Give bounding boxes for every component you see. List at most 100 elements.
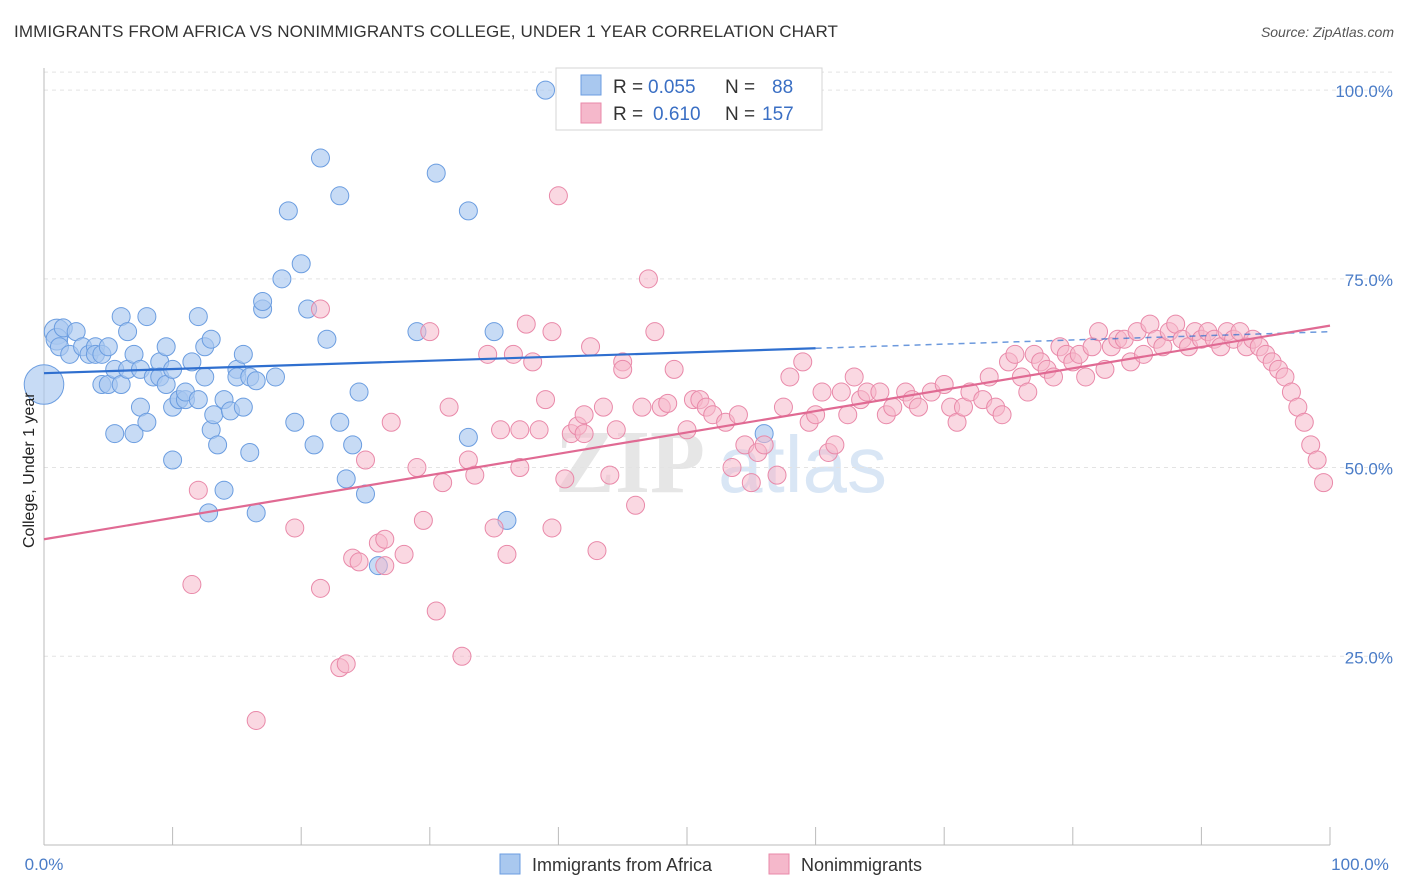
point-1-48 bbox=[606, 420, 626, 440]
trend-line-immigrants-extension bbox=[815, 330, 1331, 350]
point-1-27 bbox=[491, 420, 511, 440]
point-1-70 bbox=[767, 465, 787, 485]
point-1-86 bbox=[883, 397, 903, 417]
point-1-80 bbox=[838, 405, 858, 425]
point-1-38 bbox=[548, 186, 568, 206]
point-1-79 bbox=[831, 382, 851, 402]
series-legend: Immigrants from Africa Nonimmigrants bbox=[499, 853, 922, 875]
point-1-42 bbox=[574, 405, 594, 425]
point-0-74 bbox=[343, 435, 363, 455]
point-1-10 bbox=[356, 450, 375, 470]
point-1-101 bbox=[1005, 344, 1025, 364]
point-1-103 bbox=[1018, 382, 1038, 402]
legend-swatch-pink bbox=[580, 102, 602, 124]
point-1-115 bbox=[1095, 359, 1115, 379]
point-1-25 bbox=[478, 344, 498, 364]
point-1-30 bbox=[510, 420, 530, 440]
point-0-59 bbox=[246, 503, 266, 523]
x-tick-label-end: 100.0% bbox=[1331, 855, 1389, 874]
point-0-55 bbox=[233, 397, 253, 417]
point-1-5 bbox=[310, 578, 330, 598]
point-1-1 bbox=[188, 480, 208, 500]
point-0-82 bbox=[484, 322, 504, 342]
point-1-37 bbox=[542, 518, 562, 538]
axes: 0.0% 100.0% bbox=[25, 68, 1389, 874]
point-1-3 bbox=[285, 518, 305, 538]
point-1-15 bbox=[394, 544, 414, 564]
point-1-24 bbox=[465, 465, 485, 485]
point-1-17 bbox=[413, 510, 433, 530]
point-1-69 bbox=[754, 435, 774, 455]
point-0-75 bbox=[349, 382, 369, 402]
legend-r-label-2: R = bbox=[613, 104, 643, 125]
trend-line-immigrants bbox=[43, 347, 816, 375]
point-1-99 bbox=[992, 405, 1012, 425]
point-1-72 bbox=[780, 367, 800, 387]
point-0-54 bbox=[233, 344, 253, 364]
data-points bbox=[23, 80, 1334, 730]
point-0-0 bbox=[23, 364, 65, 405]
point-1-28 bbox=[497, 544, 517, 564]
x-tick-label-start: 0.0% bbox=[25, 855, 64, 874]
point-0-39 bbox=[182, 352, 202, 372]
point-1-57 bbox=[664, 359, 684, 379]
point-1-75 bbox=[806, 405, 826, 425]
point-1-7 bbox=[336, 654, 356, 674]
trend-lines bbox=[43, 324, 1331, 541]
point-1-121 bbox=[1134, 344, 1154, 364]
point-0-25 bbox=[137, 412, 157, 432]
point-0-19 bbox=[118, 322, 138, 342]
point-1-14 bbox=[381, 412, 401, 432]
watermark-atlas: atlas bbox=[718, 420, 887, 509]
point-1-9 bbox=[349, 552, 369, 572]
point-1-56 bbox=[658, 393, 678, 413]
legend-swatch-immigrants bbox=[499, 853, 521, 875]
point-0-84 bbox=[536, 80, 556, 100]
point-0-22 bbox=[124, 424, 144, 444]
point-0-61 bbox=[253, 291, 273, 311]
series-nonimmigrants bbox=[182, 186, 1334, 730]
point-0-70 bbox=[317, 329, 337, 349]
point-1-13 bbox=[375, 556, 395, 576]
point-0-80 bbox=[458, 201, 478, 221]
point-1-2 bbox=[246, 710, 266, 730]
point-1-148 bbox=[1307, 450, 1327, 470]
point-1-51 bbox=[626, 495, 646, 515]
point-0-50 bbox=[214, 480, 234, 500]
point-0-72 bbox=[330, 412, 350, 432]
point-1-146 bbox=[1294, 412, 1314, 432]
point-1-64 bbox=[722, 458, 742, 478]
chart-title: IMMIGRANTS FROM AFRICA VS NONIMMIGRANTS … bbox=[14, 22, 839, 41]
y-tick-label-75: 75.0% bbox=[1345, 271, 1393, 290]
point-1-76 bbox=[812, 382, 832, 402]
legend-swatch-blue bbox=[580, 74, 602, 96]
point-0-34 bbox=[163, 450, 183, 470]
point-0-41 bbox=[188, 307, 208, 327]
point-1-16 bbox=[407, 458, 427, 478]
point-1-73 bbox=[793, 352, 813, 372]
point-1-43 bbox=[574, 424, 594, 444]
point-0-71 bbox=[330, 186, 350, 206]
point-0-57 bbox=[240, 442, 260, 462]
correlation-legend: R = 0.055 N = 88 R = 0.610 N = 157 bbox=[555, 67, 823, 131]
point-1-149 bbox=[1314, 473, 1334, 493]
point-0-12 bbox=[98, 337, 118, 357]
point-0-64 bbox=[278, 201, 298, 221]
point-1-34 bbox=[529, 420, 549, 440]
point-0-47 bbox=[204, 405, 224, 425]
point-1-47 bbox=[600, 465, 620, 485]
point-0-79 bbox=[426, 163, 446, 183]
point-1-114 bbox=[1089, 322, 1109, 342]
point-1-50 bbox=[613, 359, 633, 379]
point-0-44 bbox=[201, 329, 221, 349]
point-1-78 bbox=[825, 435, 845, 455]
point-0-73 bbox=[336, 469, 356, 489]
series-immigrants bbox=[23, 80, 774, 576]
legend-label-immigrants: Immigrants from Africa bbox=[532, 855, 713, 875]
point-0-81 bbox=[458, 427, 478, 447]
y-axis-label: College, Under 1 year bbox=[21, 392, 38, 548]
point-1-112 bbox=[1076, 367, 1096, 387]
point-0-48 bbox=[208, 435, 228, 455]
trend-line-nonimmigrants bbox=[43, 324, 1331, 541]
point-1-45 bbox=[587, 541, 607, 561]
